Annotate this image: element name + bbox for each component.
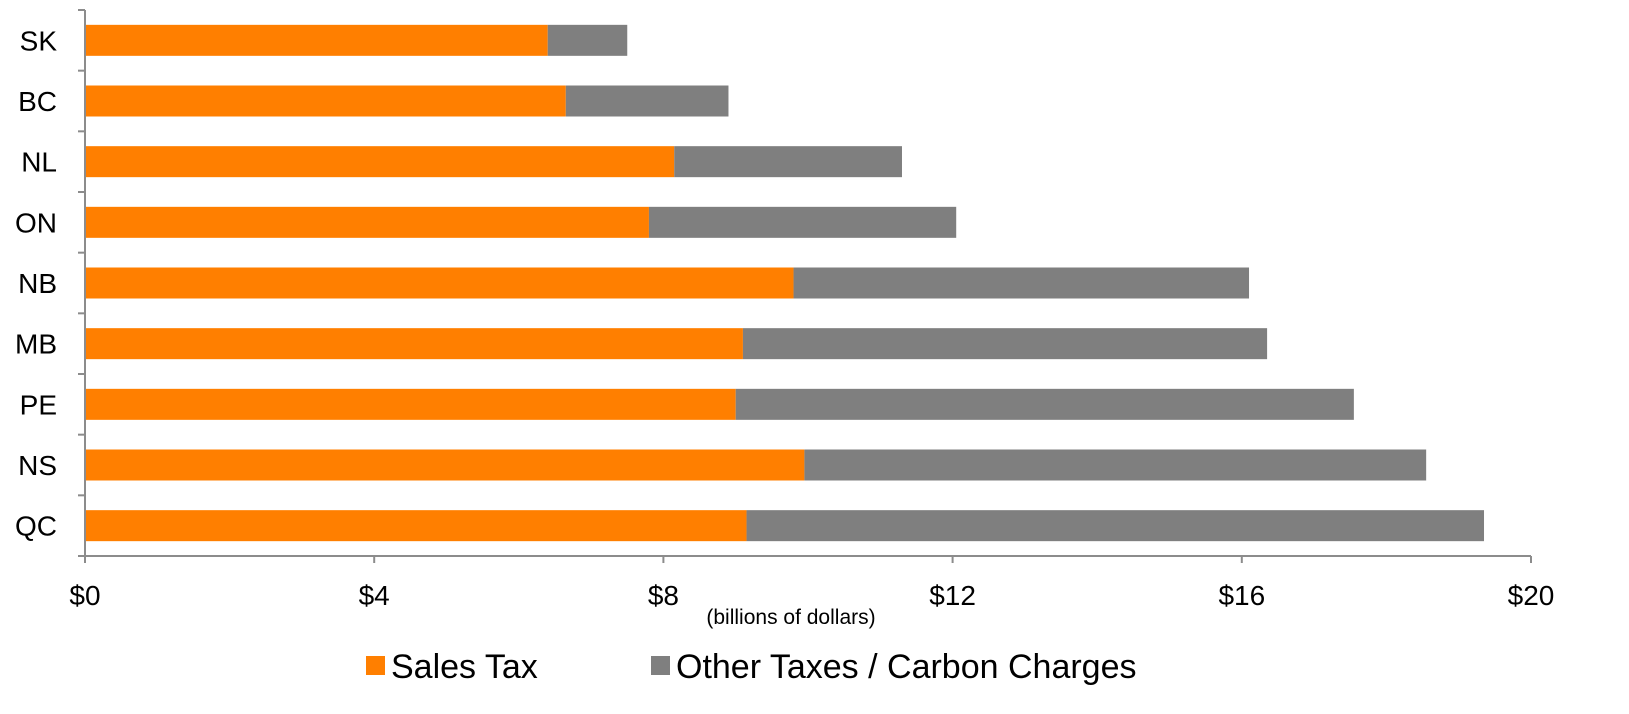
category-label: QC — [15, 511, 57, 542]
category-label: BC — [18, 86, 57, 117]
bar-nb-series-2 — [793, 267, 1250, 299]
legend-swatch-2 — [651, 656, 670, 675]
bar-qc-series-2 — [746, 510, 1485, 542]
x-tick-label: $16 — [1218, 580, 1265, 611]
category-label: PE — [20, 389, 57, 420]
bars-group — [85, 24, 1485, 542]
legend: Sales Tax Other Taxes / Carbon Charges — [366, 648, 1137, 686]
bar-on-series-1 — [85, 206, 649, 238]
category-label: NS — [18, 450, 57, 481]
bar-nl-series-2 — [674, 146, 902, 178]
x-tick-label: $12 — [929, 580, 976, 611]
labels-group: SK BC NL ON NB MB PE NS QC $0 $4 $8 $12 $16 $20 — [15, 25, 1554, 611]
bar-ns-series-2 — [804, 449, 1427, 481]
legend-swatch-1 — [366, 656, 385, 675]
x-tick-label: $8 — [648, 580, 679, 611]
x-tick-label: $4 — [359, 580, 390, 611]
bar-on-series-2 — [648, 206, 957, 238]
bar-pe-series-1 — [85, 388, 736, 420]
bar-ns-series-1 — [85, 449, 805, 481]
legend-label-2: Other Taxes / Carbon Charges — [676, 648, 1137, 686]
bar-nl-series-1 — [85, 146, 675, 178]
x-tick-label: $20 — [1508, 580, 1555, 611]
bar-bc-series-2 — [565, 85, 729, 117]
category-label: NB — [18, 268, 57, 299]
legend-label-1: Sales Tax — [391, 648, 538, 686]
x-axis-title: (billions of dollars) — [706, 606, 875, 629]
bar-sk-series-1 — [85, 24, 548, 56]
bar-bc-series-1 — [85, 85, 566, 117]
axes-group — [78, 9, 1532, 563]
bar-mb-series-1 — [85, 328, 743, 360]
category-label: SK — [20, 25, 58, 56]
category-label: NL — [21, 147, 57, 178]
bar-nb-series-1 — [85, 267, 794, 299]
bar-sk-series-2 — [547, 24, 628, 56]
bar-pe-series-2 — [735, 388, 1354, 420]
category-label: ON — [15, 207, 57, 238]
x-tick-label: $0 — [69, 580, 100, 611]
bar-qc-series-1 — [85, 510, 747, 542]
category-label: MB — [15, 329, 57, 360]
bar-mb-series-2 — [742, 328, 1268, 360]
